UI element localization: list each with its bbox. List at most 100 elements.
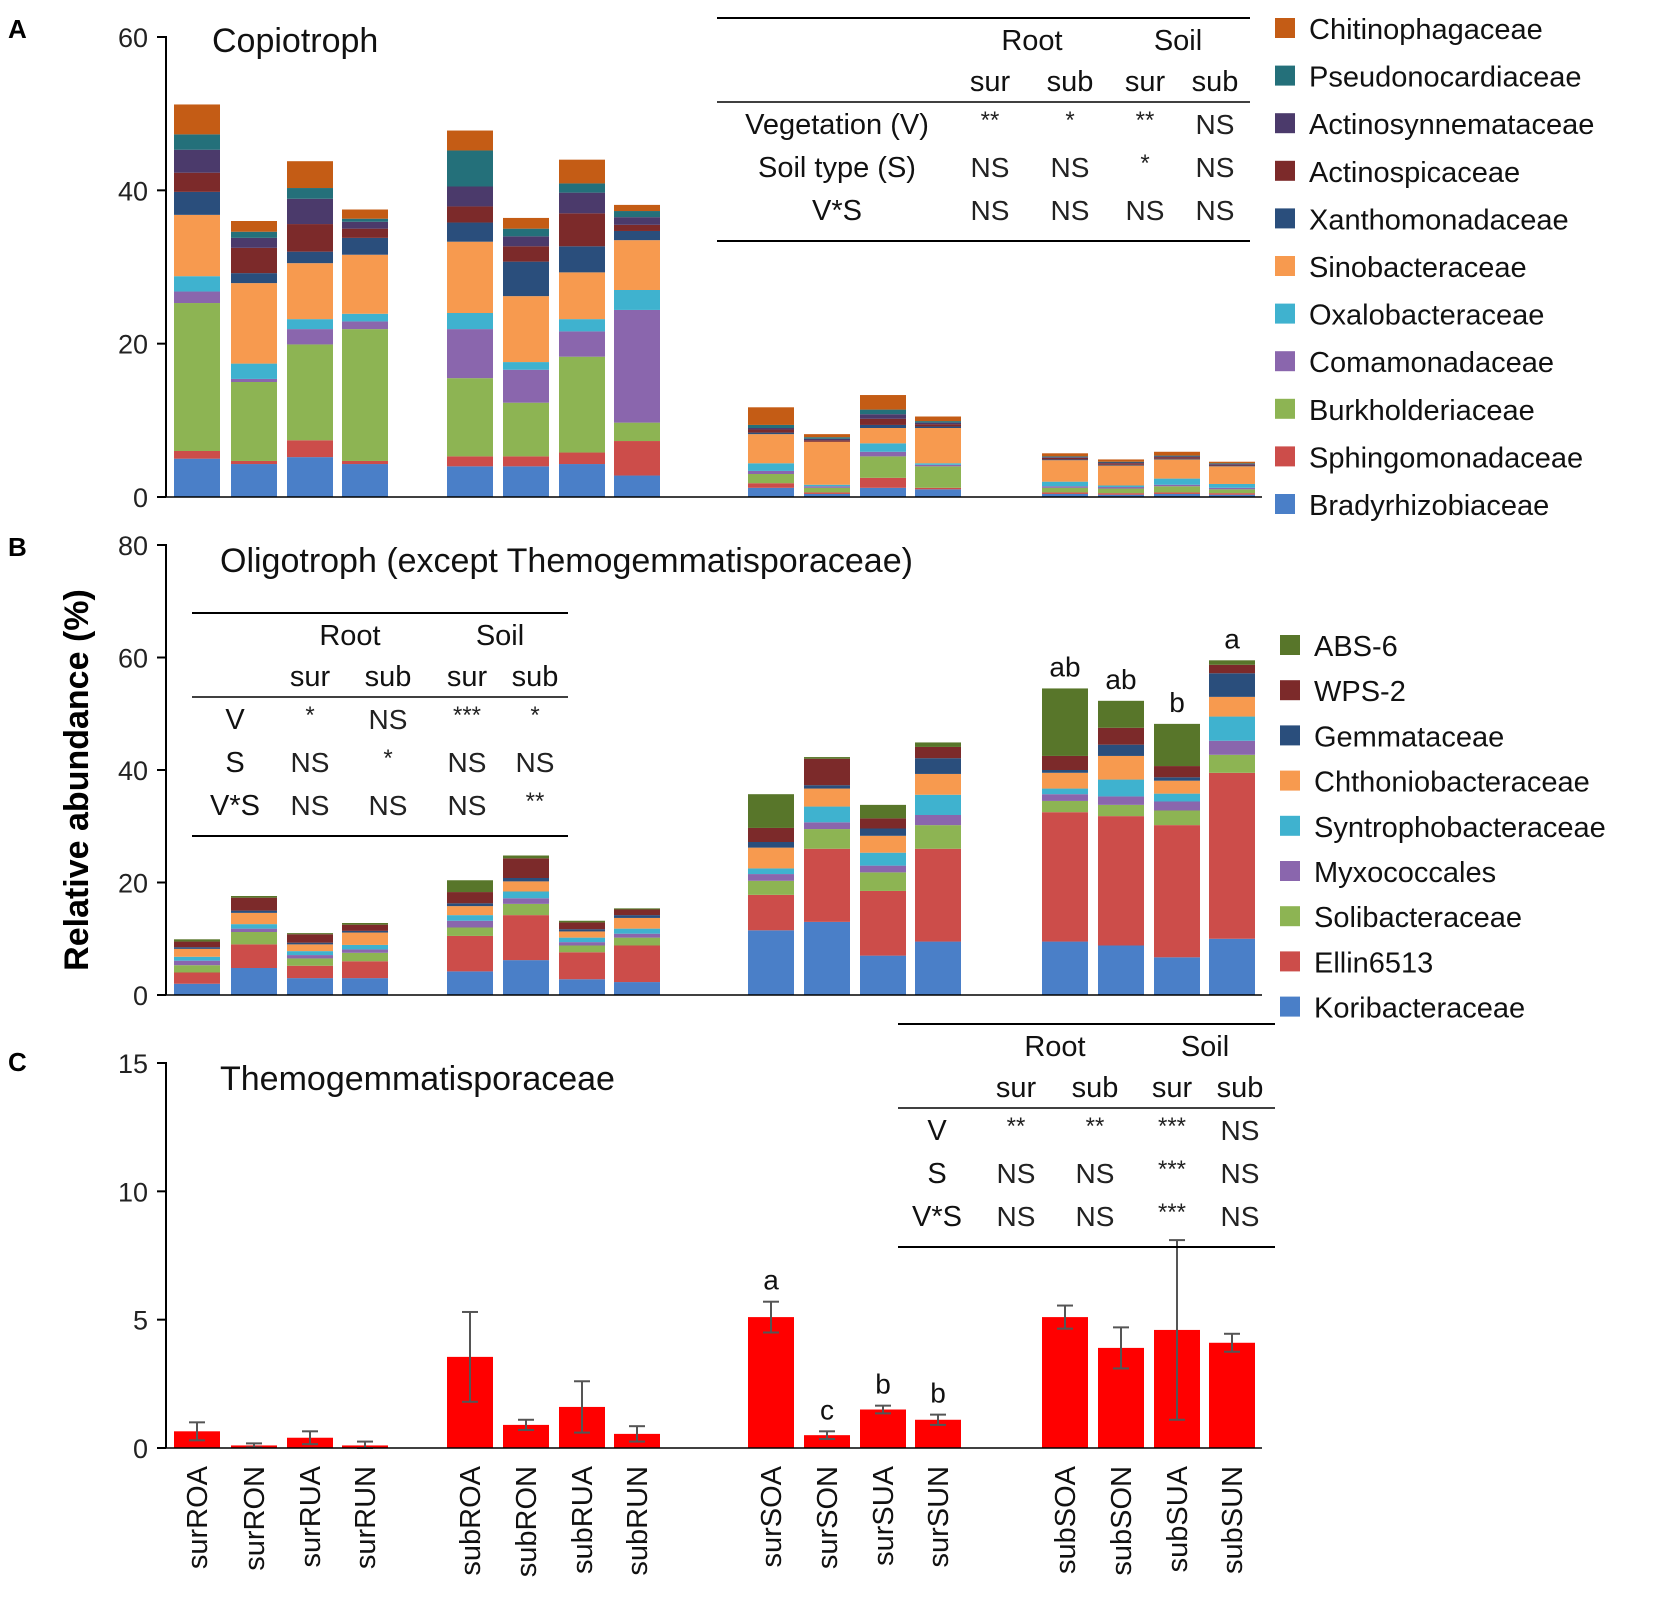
- bar-segment: [174, 191, 220, 215]
- bar-segment: [1154, 486, 1200, 493]
- bar-segment: [559, 937, 605, 943]
- x-tick-label: subSON: [1106, 1466, 1138, 1576]
- bar-segment: [1042, 457, 1088, 460]
- bar-segment: [287, 933, 333, 935]
- bar-segment: [1042, 460, 1088, 482]
- bar-segment: [231, 932, 277, 945]
- bar-segment: [1042, 688, 1088, 756]
- table-sub-header: sur: [996, 1072, 1037, 1104]
- table-row-label: Soil type (S): [758, 152, 916, 184]
- bar-segment: [1209, 466, 1255, 484]
- bar: [804, 1435, 850, 1448]
- bar-segment: [860, 428, 906, 444]
- bar-segment: [915, 422, 961, 425]
- bar-segment: [559, 192, 605, 214]
- bar-segment: [447, 915, 493, 921]
- bar-segment: [1154, 484, 1200, 487]
- bar-segment: [1154, 780, 1200, 794]
- bar-segment: [1098, 485, 1144, 488]
- bar-segment: [915, 466, 961, 488]
- panel-B: B Oligotroph (except Themogemmatisporacea…: [8, 531, 1606, 1025]
- bar-segment: [1042, 453, 1088, 457]
- bar-segment: [287, 440, 333, 458]
- legend-swatch: [1275, 160, 1295, 181]
- bar-segment: [915, 489, 961, 497]
- bar-segment: [860, 890, 906, 956]
- bar-segment: [447, 935, 493, 972]
- bar-segment: [804, 486, 850, 488]
- table-cell: *: [305, 702, 314, 729]
- bar-segment: [342, 930, 388, 933]
- bar-segment: [1098, 494, 1144, 497]
- bar-segment: [447, 329, 493, 379]
- bar-segment: [174, 983, 220, 995]
- bar-segment: [503, 915, 549, 961]
- table-sub-header: sub: [365, 661, 412, 693]
- bar-segment: [915, 941, 961, 995]
- bar-segment: [447, 378, 493, 457]
- bar-segment: [804, 438, 850, 441]
- significance-letter: b: [930, 1378, 946, 1409]
- bar-segment: [503, 466, 549, 497]
- bar-segment: [748, 794, 794, 828]
- bar-segment: [1209, 772, 1255, 939]
- bar-segment: [1209, 494, 1255, 497]
- table-cell: NS: [1051, 152, 1090, 183]
- bar-segment: [1098, 464, 1144, 466]
- bar-segment: [1154, 810, 1200, 826]
- significance-letter: a: [1224, 623, 1240, 654]
- table-cell: **: [526, 788, 545, 815]
- table-cell: NS: [369, 704, 408, 735]
- bar-segment: [915, 746, 961, 759]
- legend-label: Burkholderiaceae: [1309, 395, 1535, 427]
- table-cell: **: [1086, 1113, 1105, 1140]
- legend-label: Myxococcales: [1314, 857, 1496, 889]
- bar-segment: [342, 932, 388, 945]
- bar-segment: [287, 188, 333, 199]
- bar-segment: [1042, 800, 1088, 813]
- bar-segment: [1209, 464, 1255, 465]
- bar-segment: [1042, 456, 1088, 458]
- bar-segment: [174, 104, 220, 135]
- bar-segment: [1042, 772, 1088, 789]
- bar-segment: [174, 941, 220, 948]
- bar-segment: [860, 395, 906, 410]
- legend-label: Xanthomonadaceae: [1309, 204, 1569, 236]
- bar-segment: [804, 788, 850, 807]
- table-row-label: V: [927, 1115, 947, 1147]
- x-tick-label: surSOA: [756, 1465, 788, 1567]
- bar-segment: [748, 407, 794, 425]
- y-tick-label: 0: [133, 981, 148, 1011]
- legend-swatch: [1275, 446, 1295, 467]
- bar-segment: [559, 213, 605, 247]
- bar-segment: [447, 206, 493, 223]
- bar-segment: [503, 236, 549, 247]
- bar-segment: [342, 209, 388, 219]
- bar-segment: [447, 880, 493, 893]
- panel-title: Copiotroph: [212, 22, 378, 60]
- bar-segment: [860, 443, 906, 452]
- bar-segment: [1209, 493, 1255, 495]
- bar-segment: [174, 276, 220, 292]
- bar-segment: [447, 222, 493, 242]
- bar-segment: [231, 464, 277, 497]
- bar: [860, 1409, 906, 1448]
- bar-segment: [174, 214, 220, 277]
- bar-segment: [1098, 796, 1144, 805]
- bar-segment: [804, 758, 850, 786]
- bar-segment: [1098, 459, 1144, 462]
- bar-segment: [1042, 487, 1088, 493]
- table-row-label: V*S: [912, 1201, 962, 1233]
- bar-segment: [1098, 488, 1144, 494]
- table-cell: NS: [1196, 109, 1235, 140]
- legend-label: Chitinophagaceae: [1309, 14, 1543, 46]
- bar-segment: [503, 456, 549, 467]
- table-row-label: S: [225, 747, 244, 779]
- bar-segment: [342, 952, 388, 962]
- bar-segment: [614, 982, 660, 995]
- legend-label: Comamonadaceae: [1309, 347, 1554, 379]
- bar-segment: [174, 972, 220, 984]
- y-tick-label: 5: [133, 1306, 148, 1336]
- bar-segment: [1098, 945, 1144, 995]
